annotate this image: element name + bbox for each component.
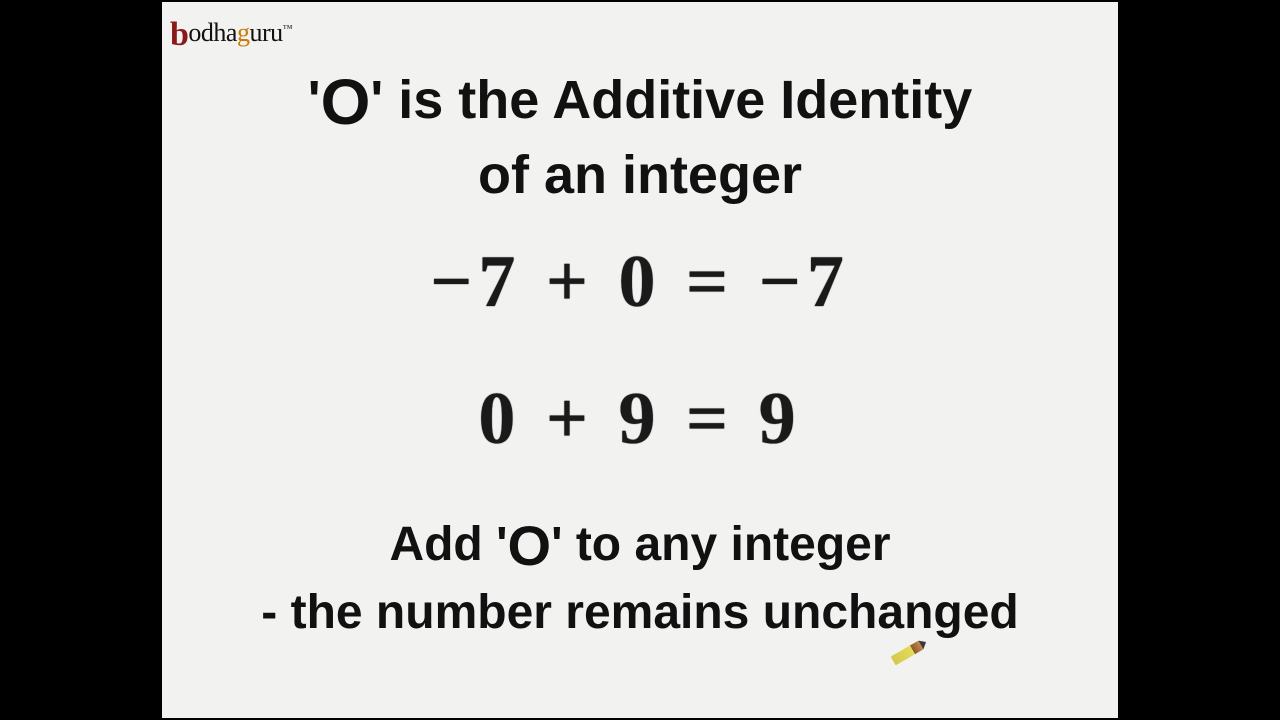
brand-logo: bodhaguru™ bbox=[170, 16, 292, 54]
equation-1: −7 + 0 = −7 bbox=[430, 240, 850, 325]
bottom-statement: Add 'O' to any integer - the number rema… bbox=[261, 510, 1018, 645]
title-big-o: O bbox=[321, 62, 371, 142]
bottom-line2: - the number remains unchanged bbox=[261, 586, 1018, 639]
logo-text-2: uru bbox=[249, 18, 282, 47]
logo-g-letter: g bbox=[237, 18, 250, 47]
title-line2: of an integer bbox=[478, 145, 802, 205]
bottom-big-o: O bbox=[508, 510, 552, 583]
equation-2: 0 + 9 = 9 bbox=[478, 377, 801, 462]
logo-b-letter: b bbox=[170, 16, 188, 53]
bottom-line1-after: ' to any integer bbox=[551, 518, 890, 571]
title-quote-open: ' bbox=[308, 70, 321, 130]
logo-trademark: ™ bbox=[283, 23, 292, 34]
bottom-line1-before: Add ' bbox=[389, 518, 507, 571]
equations-block: −7 + 0 = −7 0 + 9 = 9 bbox=[430, 240, 850, 462]
slide-container: bodhaguru™ 'O' is the Additive Identity … bbox=[160, 0, 1120, 720]
slide-title: 'O' is the Additive Identity of an integ… bbox=[308, 62, 973, 210]
title-line1-rest: ' is the Additive Identity bbox=[370, 70, 972, 130]
logo-text-1: odha bbox=[188, 18, 237, 47]
